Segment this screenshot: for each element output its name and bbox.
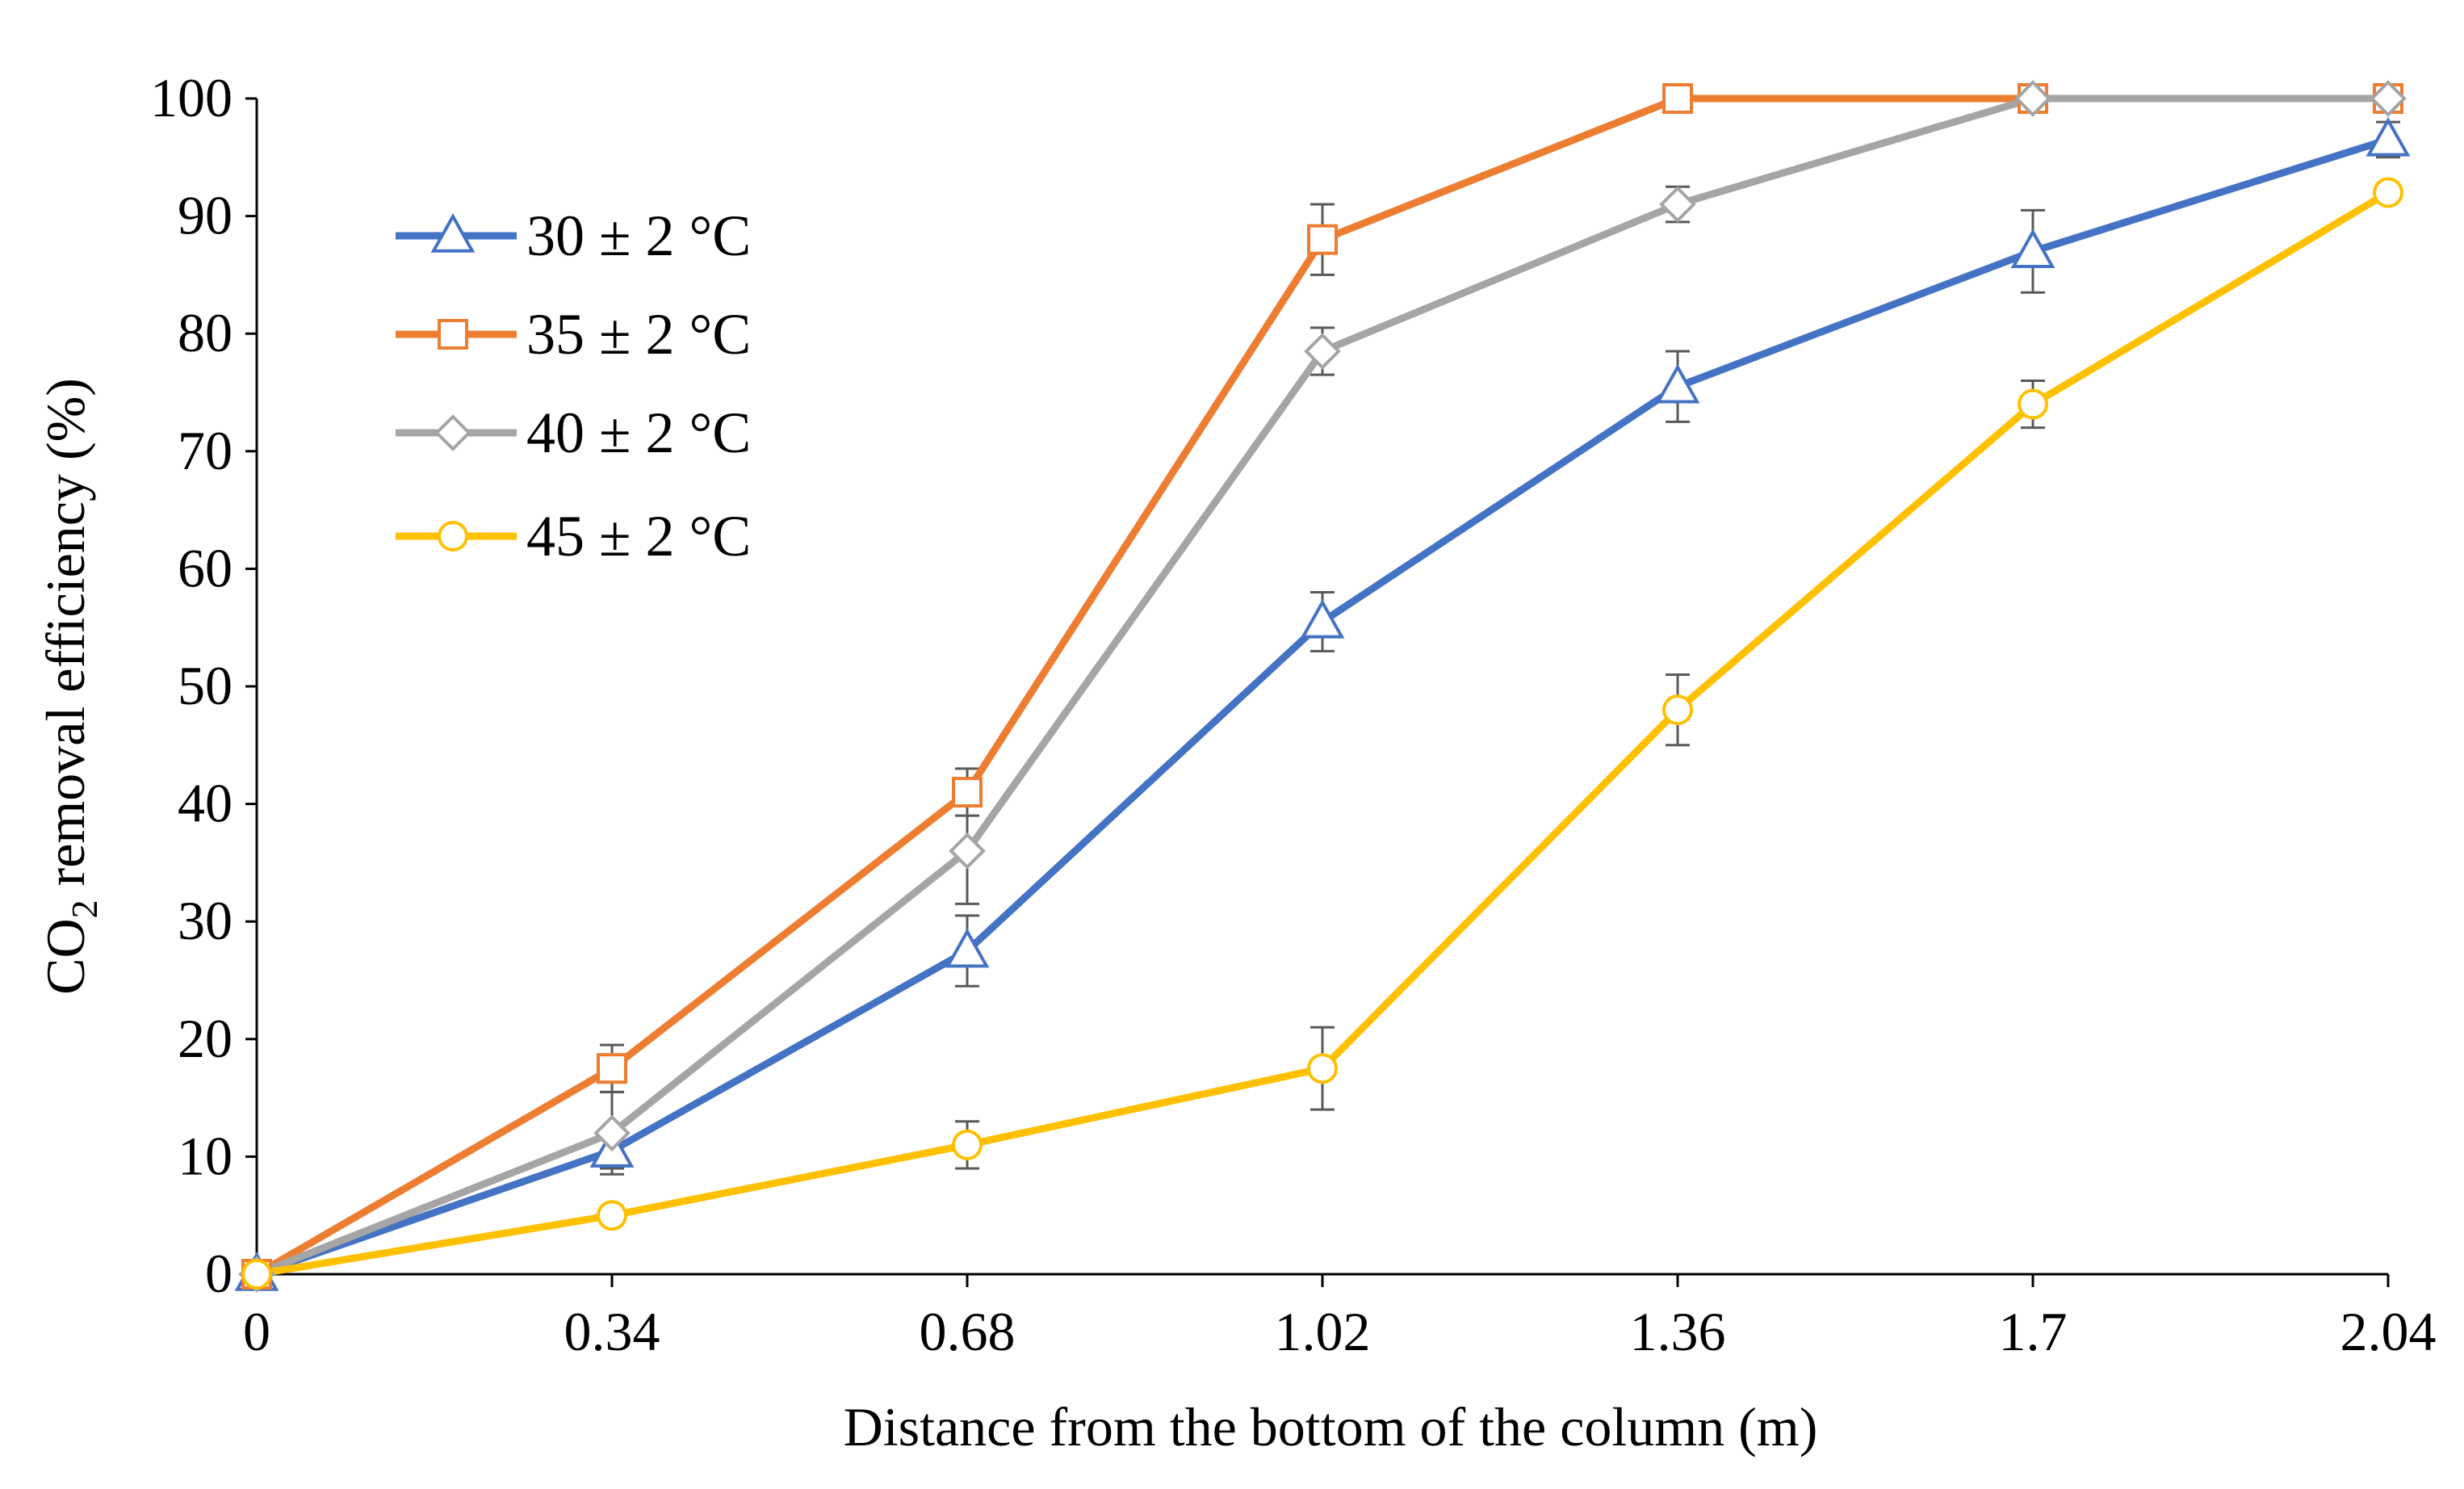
- series-markers: [234, 80, 2411, 1293]
- y-tick-label: 10: [178, 1125, 233, 1186]
- x-tick-label: 0.68: [920, 1301, 1016, 1362]
- series-4-point: [241, 1259, 272, 1290]
- legend-entry-4-marker: [438, 521, 468, 552]
- x-tick-label: 1.36: [1630, 1301, 1726, 1362]
- legend-entry-1-label: 30 ± 2 °C: [526, 203, 751, 268]
- series-1-point: [1300, 598, 1345, 639]
- series-1-point: [2010, 229, 2055, 268]
- x-tick-label: 0.34: [564, 1301, 660, 1362]
- series-2-point: [1307, 224, 1338, 255]
- y-axis-title: CO2 removal efficiency (%): [35, 378, 105, 995]
- legend: 30 ± 2 °C 35 ± 2 °C 40 ± 2 °C 45 ± 2 °C: [396, 203, 751, 568]
- series-4-point: [2018, 388, 2048, 420]
- x-tick-label: 1.02: [1275, 1301, 1371, 1362]
- series-3-point: [1304, 333, 1341, 370]
- series-4-point: [2373, 177, 2403, 208]
- series-4-point: [1662, 694, 1693, 726]
- x-tick-label: 0: [243, 1301, 270, 1362]
- legend-entry-1-marker: [430, 212, 476, 253]
- series-3-point: [949, 833, 986, 870]
- series-3-point: [593, 1114, 631, 1152]
- y-tick-label: 100: [150, 67, 233, 128]
- y-tick-label: 80: [178, 302, 233, 363]
- axes: 0 10 20 30 40 50 60 70 80 90 100 0 0.34 0.68 1.02 1.36 1…: [35, 67, 2437, 1458]
- y-tick-label: 70: [178, 420, 233, 481]
- series-1-point: [1655, 363, 1700, 404]
- x-axis-title: Distance from the bottom of the column (…: [844, 1396, 1818, 1458]
- x-tick-label: 2.04: [2340, 1301, 2437, 1362]
- series-4-point: [597, 1200, 627, 1231]
- series-1-point: [945, 928, 990, 968]
- y-tick-label: 40: [178, 773, 233, 834]
- series-4-point: [1307, 1053, 1338, 1084]
- series-3-point: [2370, 80, 2407, 117]
- series-1-point: [2366, 116, 2411, 157]
- x-tick-label: 1.7: [1999, 1301, 2068, 1362]
- series-2-point: [597, 1053, 627, 1084]
- y-tick-label: 20: [178, 1008, 233, 1069]
- legend-entry-4-label: 45 ± 2 °C: [526, 504, 751, 568]
- series-4-point: [952, 1129, 983, 1160]
- y-tick-label: 90: [178, 185, 233, 246]
- series-2-point: [952, 777, 983, 808]
- series-2-point: [1662, 83, 1693, 114]
- legend-entry-2-label: 35 ± 2 °C: [526, 302, 751, 367]
- y-tick-label: 0: [205, 1243, 233, 1304]
- y-tick-label: 60: [178, 537, 233, 598]
- legend-entry-3-label: 40 ± 2 °C: [526, 401, 751, 465]
- series-3-point: [1659, 186, 1696, 223]
- y-tick-label: 30: [178, 890, 233, 951]
- legend-entry-2-marker: [438, 319, 468, 350]
- y-tick-label: 50: [178, 655, 233, 716]
- legend-entry-3-marker: [434, 414, 471, 451]
- series-3-point: [2014, 80, 2051, 117]
